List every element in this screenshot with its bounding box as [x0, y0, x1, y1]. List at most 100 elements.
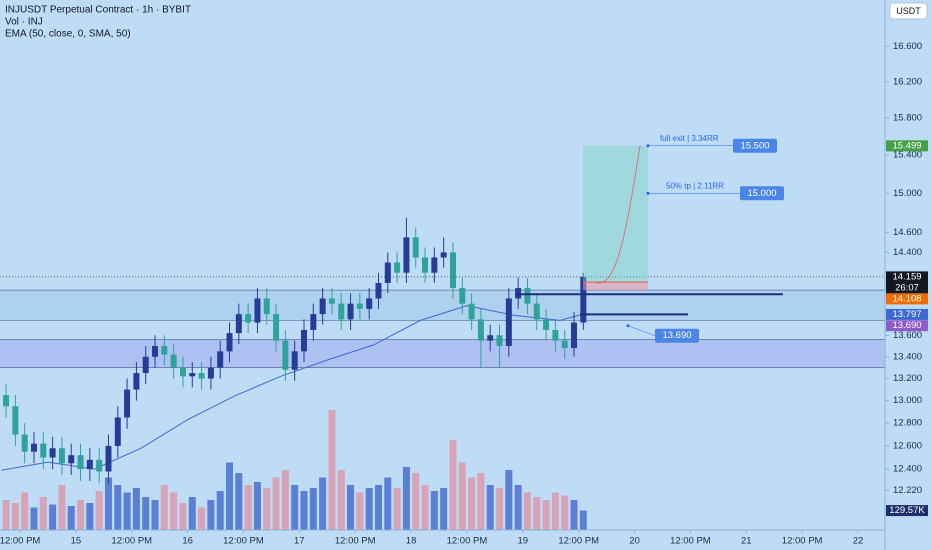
- candle-body: [505, 298, 512, 346]
- plot-area: full exit | 3.34RR 15.500 50% tp | 2.11RR 1…: [0, 134, 885, 530]
- annotation-price: 15.500: [740, 140, 769, 151]
- volume-bar: [142, 497, 150, 530]
- y-tick-label: 13.000: [893, 395, 922, 406]
- volume-bar: [440, 488, 448, 530]
- y-tick-label: 15.000: [893, 188, 922, 199]
- candle-body: [403, 237, 410, 273]
- volume-legend: Vol · INJ: [5, 17, 43, 28]
- projection-path: [594, 145, 641, 284]
- volume-bar: [170, 492, 178, 530]
- candle-body: [179, 367, 186, 377]
- volume-bar: [561, 495, 569, 530]
- candle-body: [207, 367, 214, 379]
- y-tick-label: 16.200: [893, 76, 922, 87]
- candle-body: [49, 448, 56, 458]
- price-tag: [886, 271, 928, 294]
- volume-bar: [523, 492, 531, 530]
- candle-body: [375, 282, 382, 299]
- volume-bar: [104, 477, 112, 530]
- candle-body: [68, 455, 75, 464]
- volume-bar: [365, 488, 373, 530]
- volume-bar: [235, 473, 243, 530]
- candle-body: [40, 443, 47, 458]
- x-tick-label: 16: [182, 536, 193, 547]
- y-tick-label: 12.800: [893, 418, 922, 429]
- y-tick-label: 13.600: [893, 330, 922, 341]
- volume-bar: [58, 485, 66, 530]
- x-tick-label: 18: [406, 536, 417, 547]
- price-tag-label: 15.499: [892, 140, 921, 151]
- candle-body: [245, 314, 252, 323]
- volume-bar: [570, 500, 578, 530]
- volume-bar: [30, 507, 38, 530]
- y-tick-label: 13.200: [893, 373, 922, 384]
- x-tick-label: 12:00 PM: [335, 536, 376, 547]
- x-tick-label: 15: [71, 536, 82, 547]
- candle-body: [124, 389, 131, 418]
- volume-tag: [886, 505, 928, 517]
- candle-body: [133, 373, 140, 390]
- candle-body: [77, 455, 84, 470]
- candle-body: [459, 288, 466, 304]
- x-tick-label: 12:00 PM: [558, 536, 599, 547]
- candle-body: [254, 298, 261, 323]
- candle-body: [114, 417, 121, 446]
- annotation-price: 13.690: [662, 330, 691, 341]
- volume-bar: [281, 470, 289, 530]
- candle-body: [552, 329, 559, 341]
- volume-bar: [86, 503, 94, 530]
- volume-bar: [11, 503, 19, 530]
- volume-bar: [412, 473, 420, 530]
- candle-body: [561, 340, 568, 349]
- y-tick-label: 12.220: [893, 485, 922, 496]
- annotation-leader: [627, 325, 656, 336]
- x-tick-label: 22: [853, 536, 864, 547]
- volume-bar: [21, 492, 29, 530]
- candle-body: [3, 395, 10, 407]
- volume-bar: [244, 485, 252, 530]
- candle-body: [366, 298, 373, 309]
- x-tick-label: 17: [294, 536, 305, 547]
- candle-body: [21, 434, 28, 452]
- volume-bar: [384, 477, 392, 530]
- candle-body: [477, 319, 484, 341]
- candle-body: [142, 356, 149, 374]
- x-tick-label: 12:00 PM: [0, 536, 40, 547]
- candle-body: [422, 257, 429, 273]
- volume-bar: [542, 500, 550, 530]
- chart-title: INJUSDT Perpetual Contract · 1h · BYBIT: [5, 5, 191, 16]
- candle-body: [384, 262, 391, 283]
- annotation-text: full exit | 3.34RR: [660, 134, 719, 143]
- currency-button[interactable]: [889, 2, 928, 20]
- candle-body: [580, 276, 587, 323]
- candle-body: [235, 314, 242, 334]
- x-tick-label: 12:00 PM: [447, 536, 488, 547]
- candle-body: [328, 298, 335, 304]
- volume-bar: [449, 440, 457, 530]
- candle-body: [449, 252, 456, 289]
- candle-body: [571, 322, 578, 349]
- y-tick-label: 12.400: [893, 464, 922, 475]
- y-tick-label: 16.600: [893, 41, 922, 52]
- volume-bar: [151, 500, 159, 530]
- candle-body: [273, 314, 280, 341]
- candle-body: [431, 257, 438, 273]
- price-tag-label: 13.690: [892, 320, 921, 331]
- volume-bar: [421, 485, 429, 530]
- volume-bar: [533, 497, 541, 530]
- x-tick-label: 19: [518, 536, 529, 547]
- volume-bar: [2, 500, 10, 530]
- volume-bar: [160, 485, 168, 530]
- volume-bar: [356, 492, 364, 530]
- volume-bar: [458, 462, 466, 530]
- volume-bar: [337, 470, 345, 530]
- volume-bar: [226, 462, 234, 530]
- indicator-legend: EMA (50, close, 0, SMA, 50): [5, 29, 131, 40]
- candle-body: [58, 448, 65, 464]
- currency-label[interactable]: USDT: [896, 6, 921, 16]
- candle-body: [440, 252, 447, 258]
- volume-tag-label: 129.57K: [889, 505, 925, 516]
- candle-body: [515, 288, 522, 299]
